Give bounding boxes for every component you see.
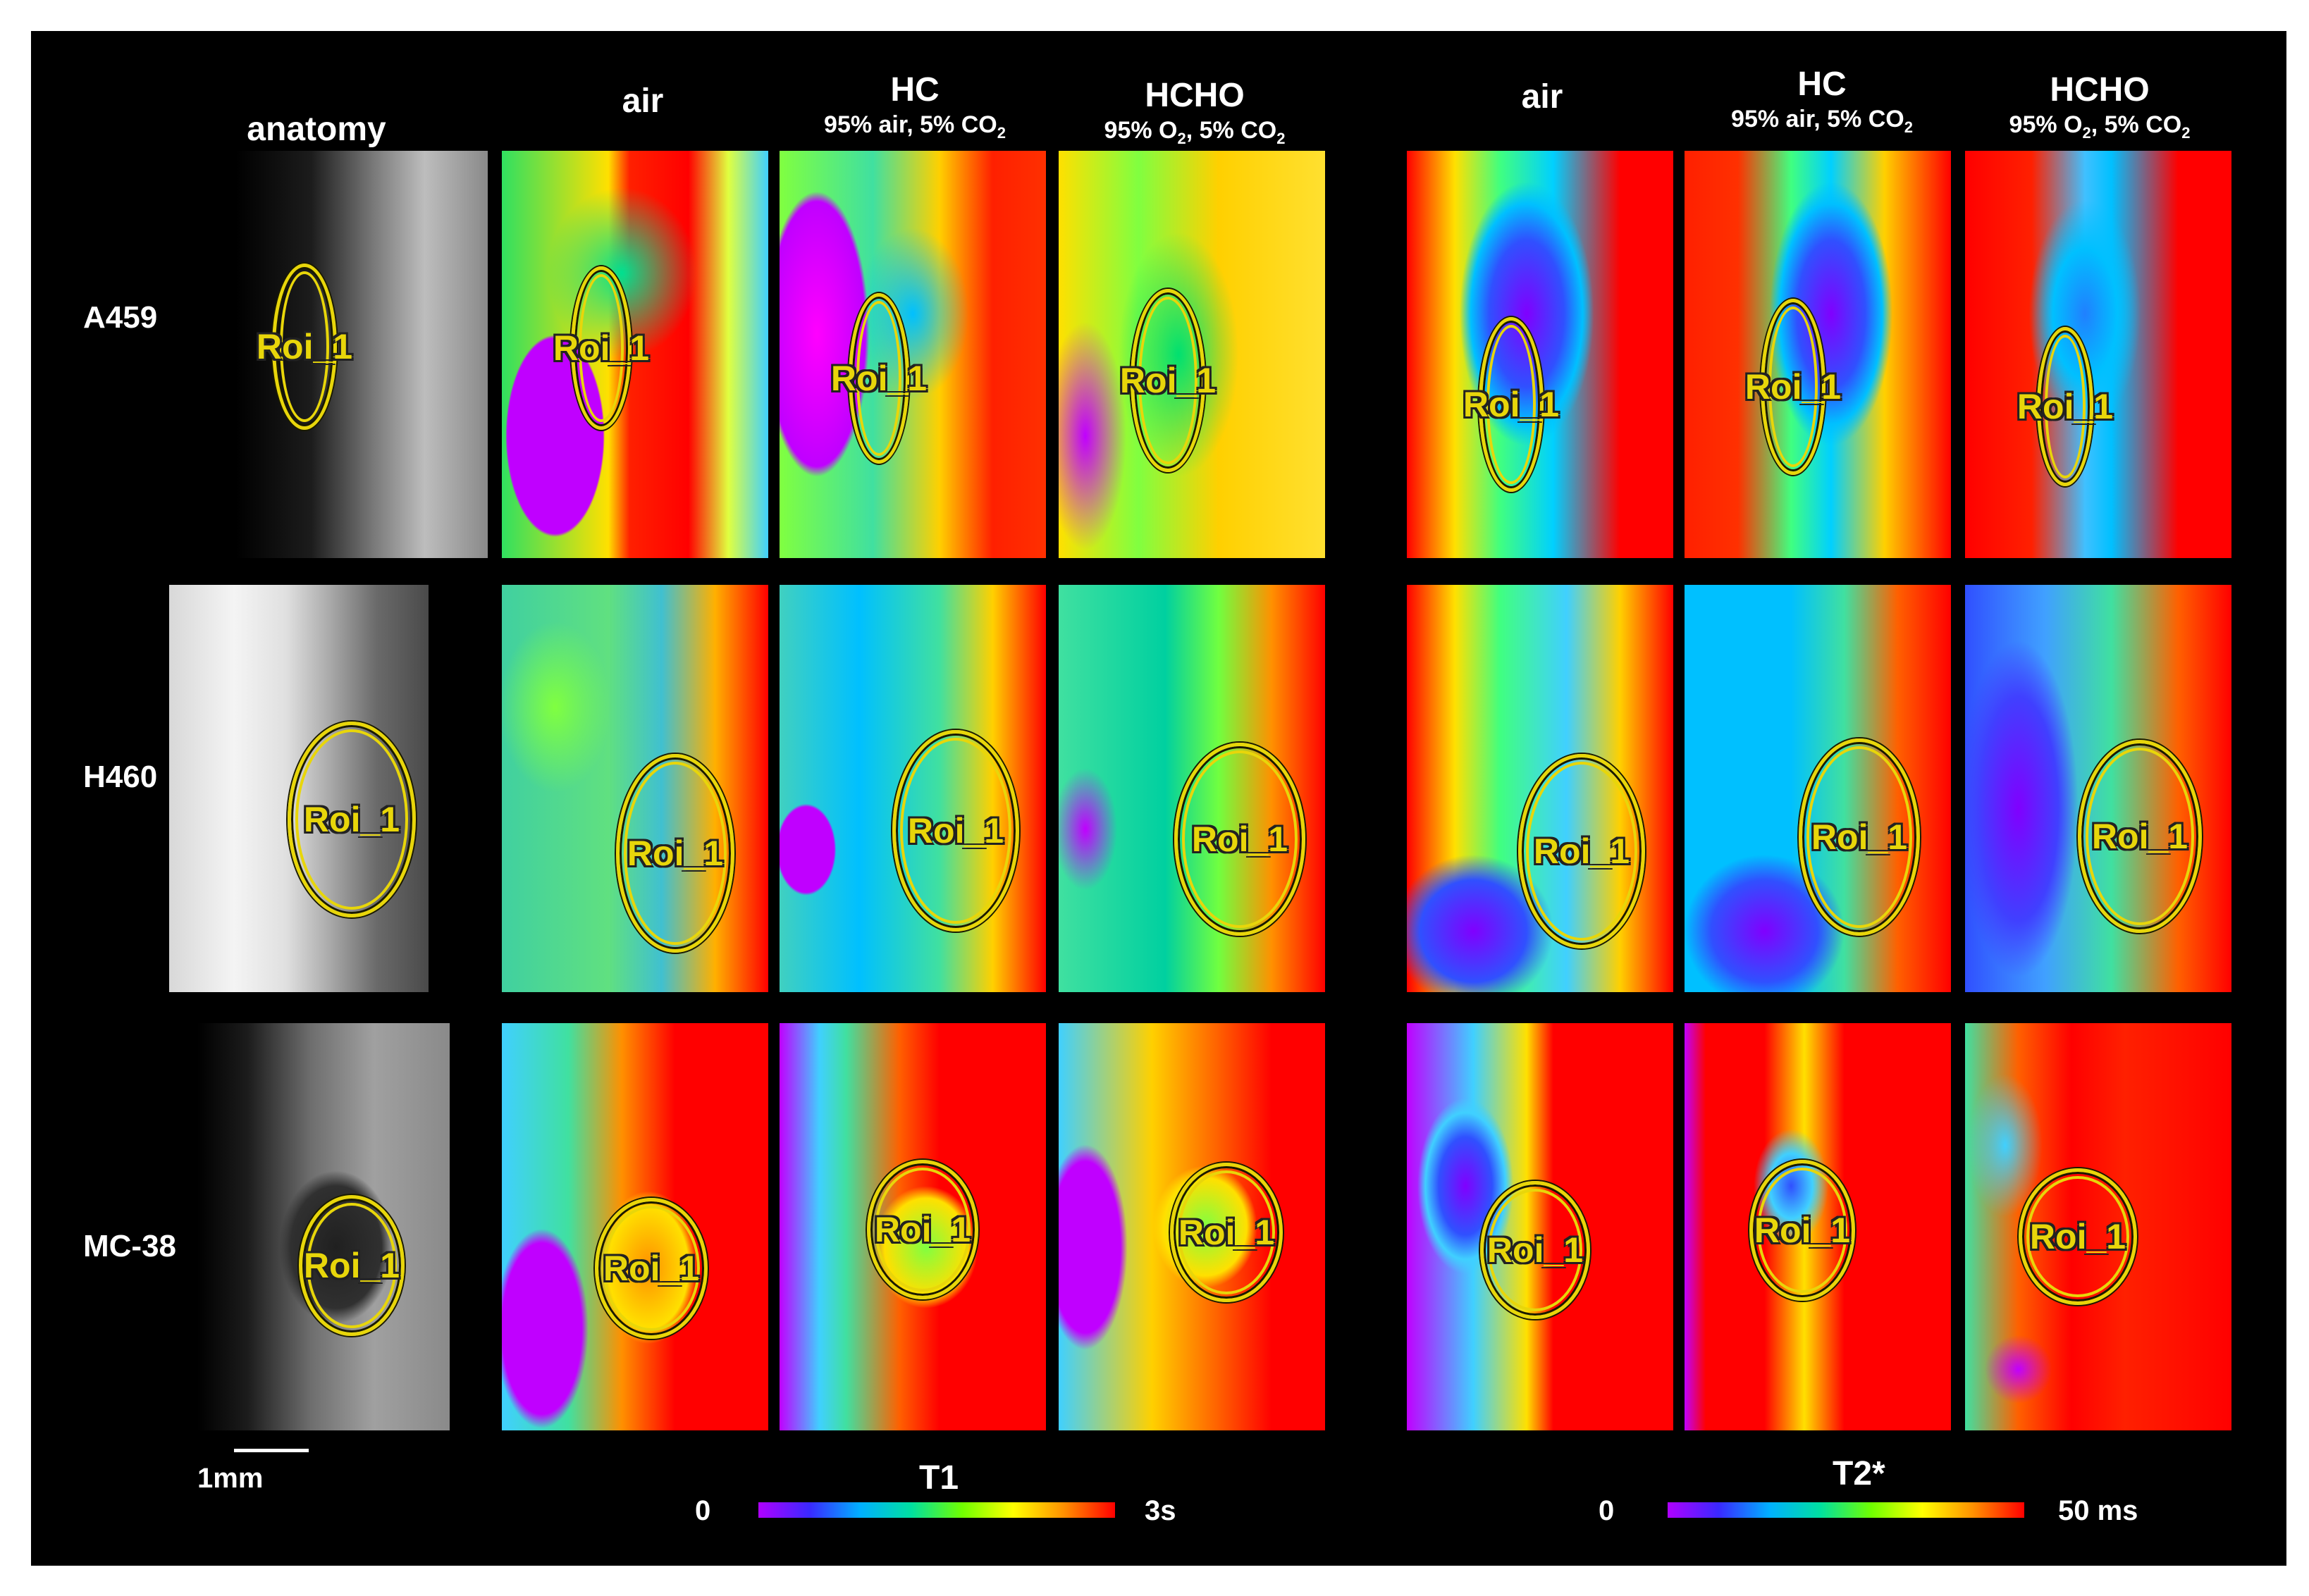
- header-t2-air: air: [1521, 78, 1563, 116]
- roi-oval: [1518, 754, 1645, 948]
- roi-oval: [1170, 1163, 1283, 1302]
- roi-label: Roi_1: [553, 328, 650, 368]
- roi-label: Roi_1: [2029, 1217, 2126, 1256]
- image-tile-h460-t2-hc: Roi_1: [1685, 585, 1951, 992]
- roi-label: Roi_1: [2091, 817, 2188, 856]
- image-tile-a459-anatomy: Roi_1: [235, 151, 488, 558]
- roi-label: Roi_1: [1463, 385, 1560, 424]
- roi-label: Roi_1: [1119, 361, 1217, 400]
- image-tile-a459-t1-hc: Roi_1: [780, 151, 1046, 558]
- row-label-h460: H460: [83, 760, 158, 794]
- header-t2-hcho-sub: 95% O2, 5% CO2: [2009, 111, 2191, 142]
- row-label-mc38: MC-38: [83, 1229, 177, 1263]
- header-t1-air: air: [622, 82, 664, 120]
- roi-oval: [272, 264, 337, 430]
- header-t2-hc: HC: [1797, 66, 1847, 103]
- roi-label: Roi_1: [1754, 1211, 1851, 1250]
- image-tile-mc38-anatomy: Roi_1: [197, 1023, 450, 1430]
- t1-colorbar-min: 0: [695, 1495, 711, 1526]
- roi-oval: [1479, 317, 1544, 492]
- roi-oval: [595, 1198, 708, 1339]
- roi-label: Roi_1: [1533, 831, 1630, 871]
- roi-label: Roi_1: [874, 1210, 971, 1249]
- image-tile-h460-t2-hcho: Roi_1: [1965, 585, 2231, 992]
- t2-colorbar-max: 50 ms: [2058, 1495, 2138, 1526]
- image-tile-a459-t1-hcho: Roi_1: [1059, 151, 1325, 558]
- image-tile-mc38-t1-hcho: Roi_1: [1059, 1023, 1325, 1430]
- image-tile-h460-t1-hcho: Roi_1: [1059, 585, 1325, 992]
- image-tile-mc38-t2-hcho: Roi_1: [1965, 1023, 2231, 1430]
- roi-oval: [2019, 1168, 2137, 1305]
- roi-label: Roi_1: [1744, 367, 1842, 407]
- image-tile-a459-t1-air: Roi_1: [502, 151, 768, 558]
- header-t2-hc-sub: 95% air, 5% CO2: [1731, 106, 1913, 136]
- roi-label: Roi_1: [1191, 819, 1288, 859]
- image-tile-a459-t2-hcho: Roi_1: [1965, 151, 2231, 558]
- scale-bar: [234, 1449, 309, 1452]
- image-tile-h460-t2-air: Roi_1: [1407, 585, 1673, 992]
- header-t2-hcho: HCHO: [2050, 71, 2150, 109]
- roi-oval: [849, 293, 909, 464]
- header-t1-hc: HC: [890, 71, 940, 109]
- roi-label: Roi_1: [1486, 1230, 1584, 1270]
- t2-colorbar-title: T2*: [1833, 1455, 1885, 1492]
- roi-oval: [616, 754, 734, 953]
- roi-oval: [1749, 1160, 1855, 1301]
- header-t1-hc-sub: 95% air, 5% CO2: [824, 111, 1006, 142]
- t1-colorbar-max: 3s: [1145, 1495, 1176, 1526]
- t1-colorbar: [758, 1502, 1115, 1518]
- roi-oval: [1480, 1181, 1590, 1319]
- image-tile-mc38-t1-air: Roi_1: [502, 1023, 768, 1430]
- roi-oval: [2078, 740, 2202, 933]
- image-tile-h460-t1-air: Roi_1: [502, 585, 768, 992]
- header-t1-hcho-sub: 95% O2, 5% CO2: [1104, 117, 1286, 147]
- roi-label: Roi_1: [1811, 817, 1908, 857]
- image-tile-h460-t1-hc: Roi_1: [780, 585, 1046, 992]
- roi-label: Roi_1: [303, 800, 400, 839]
- scale-bar-label: 1mm: [197, 1463, 264, 1494]
- header-anatomy: anatomy: [247, 111, 386, 148]
- image-tile-mc38-t2-air: Roi_1: [1407, 1023, 1673, 1430]
- roi-label: Roi_1: [830, 359, 928, 398]
- roi-label: Roi_1: [256, 327, 353, 366]
- t2-colorbar-min: 0: [1599, 1495, 1615, 1526]
- roi-oval: [867, 1160, 978, 1299]
- image-tile-a459-t2-air: Roi_1: [1407, 151, 1673, 558]
- roi-label: Roi_1: [2016, 387, 2114, 426]
- roi-oval: [1174, 743, 1305, 936]
- roi-oval: [892, 730, 1019, 932]
- image-tile-a459-t2-hc: Roi_1: [1685, 151, 1951, 558]
- figure-panel: anatomy air HC 95% air, 5% CO2 HCHO 95% …: [31, 31, 2286, 1566]
- roi-oval: [1131, 289, 1205, 472]
- roi-oval: [571, 266, 632, 430]
- roi-label: Roi_1: [907, 811, 1004, 850]
- t2-colorbar: [1668, 1502, 2024, 1518]
- roi-oval: [288, 722, 416, 917]
- header-t1-hcho: HCHO: [1145, 77, 1245, 114]
- roi-oval: [1799, 738, 1920, 936]
- roi-label: Roi_1: [627, 834, 724, 873]
- roi-oval: [2037, 327, 2093, 486]
- roi-label: Roi_1: [303, 1246, 400, 1285]
- t1-colorbar-title: T1: [919, 1459, 959, 1497]
- image-tile-mc38-t2-hc: Roi_1: [1685, 1023, 1951, 1430]
- image-tile-mc38-t1-hc: Roi_1: [780, 1023, 1046, 1430]
- roi-label: Roi_1: [1178, 1213, 1275, 1252]
- row-label-a459: A459: [83, 300, 158, 335]
- image-tile-h460-anatomy: Roi_1: [169, 585, 429, 992]
- roi-oval: [299, 1195, 405, 1336]
- roi-oval: [1761, 299, 1825, 475]
- roi-label: Roi_1: [603, 1249, 700, 1288]
